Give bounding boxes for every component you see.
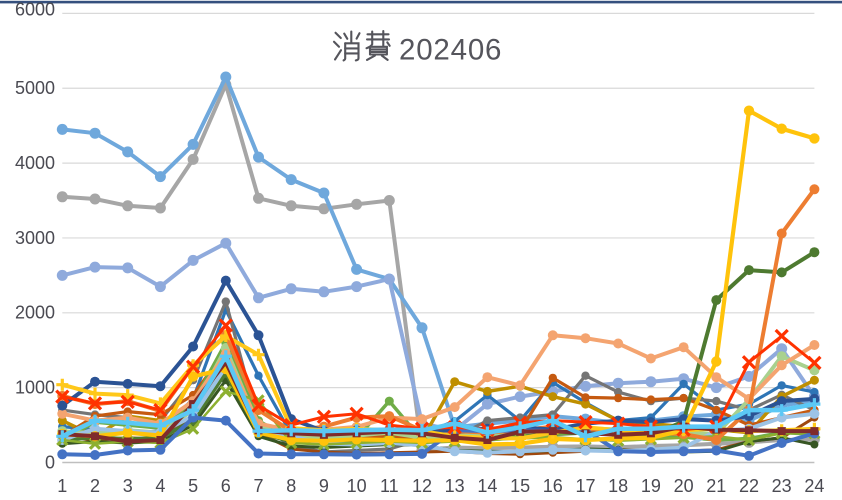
svg-text:19: 19 (641, 476, 661, 496)
svg-text:16: 16 (543, 476, 563, 496)
svg-text:10: 10 (347, 476, 367, 496)
svg-text:8: 8 (286, 476, 296, 496)
svg-text:13: 13 (445, 476, 465, 496)
svg-text:21: 21 (706, 476, 726, 496)
svg-text:9: 9 (319, 476, 329, 496)
svg-text:5000: 5000 (15, 78, 55, 98)
svg-text:12: 12 (412, 476, 432, 496)
svg-text:2: 2 (90, 476, 100, 496)
svg-text:20: 20 (674, 476, 694, 496)
svg-text:2000: 2000 (15, 303, 55, 323)
svg-text:11: 11 (380, 476, 399, 496)
svg-text:6: 6 (221, 476, 231, 496)
svg-text:202406: 202406 (399, 34, 502, 67)
svg-text:17: 17 (575, 476, 595, 496)
svg-text:4000: 4000 (15, 153, 55, 173)
svg-text:18: 18 (608, 476, 628, 496)
svg-text:4: 4 (155, 476, 165, 496)
svg-text:15: 15 (510, 476, 530, 496)
svg-text:14: 14 (477, 476, 497, 496)
svg-text:1000: 1000 (15, 377, 55, 397)
svg-text:6000: 6000 (15, 0, 55, 20)
svg-text:7: 7 (253, 476, 263, 496)
svg-text:1: 1 (57, 476, 67, 496)
svg-text:3000: 3000 (15, 228, 55, 248)
svg-text:5: 5 (188, 476, 198, 496)
svg-text:22: 22 (739, 476, 759, 496)
svg-text:3: 3 (123, 476, 133, 496)
svg-text:23: 23 (772, 476, 792, 496)
svg-text:0: 0 (45, 452, 55, 472)
svg-text:24: 24 (804, 476, 824, 496)
